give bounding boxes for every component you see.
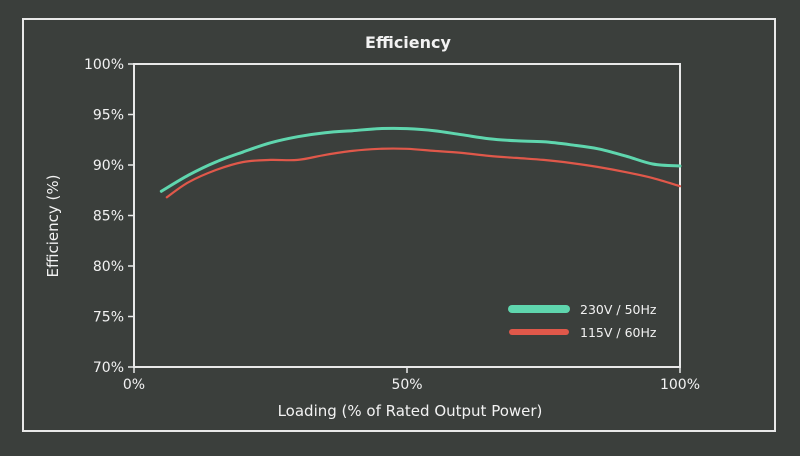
chart-title: Efficiency xyxy=(365,33,451,52)
legend-label: 230V / 50Hz xyxy=(580,302,657,317)
y-tick-label: 90% xyxy=(93,158,124,174)
y-axis-ticks: 70% 75% 80% 85% 90% 95% 100% xyxy=(84,57,134,376)
x-axis-label: Loading (% of Rated Output Power) xyxy=(278,402,543,420)
y-tick-label: 70% xyxy=(93,360,124,376)
plot-area xyxy=(133,63,681,368)
legend: 230V / 50Hz 115V / 60Hz xyxy=(508,302,657,340)
x-tick-label: 50% xyxy=(391,377,422,393)
y-tick-label: 100% xyxy=(84,57,124,73)
x-tick-label: 100% xyxy=(660,377,700,393)
x-axis-ticks: 0% 50% 100% xyxy=(123,367,700,393)
y-axis-label: Efficiency (%) xyxy=(44,175,62,278)
y-tick-label: 75% xyxy=(93,310,124,326)
x-tick-label: 0% xyxy=(123,377,145,393)
series-lines xyxy=(159,126,682,199)
legend-label: 115V / 60Hz xyxy=(580,325,657,340)
series-line-230v xyxy=(159,126,682,193)
y-tick-label: 95% xyxy=(93,108,124,124)
series-line-115v xyxy=(165,147,682,199)
y-tick-label: 80% xyxy=(93,259,124,275)
y-tick-label: 85% xyxy=(93,209,124,225)
chart-frame xyxy=(22,18,776,432)
